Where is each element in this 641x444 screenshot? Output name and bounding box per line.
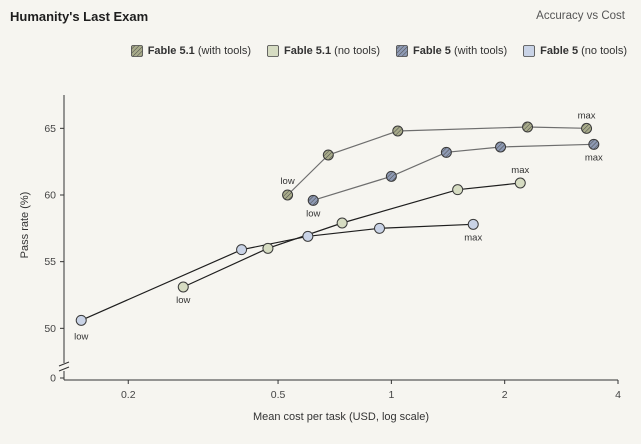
legend-swatch-icon	[267, 45, 279, 57]
point-label: low	[176, 295, 190, 306]
legend-item-fable-5-with-tools: Fable 5 (with tools)	[396, 45, 507, 57]
x-axis-title: Mean cost per task (USD, log scale)	[253, 411, 429, 423]
data-point	[282, 189, 294, 201]
data-point	[75, 314, 87, 326]
y-axis-title: Pass rate (%)	[19, 192, 31, 259]
data-point	[302, 230, 314, 242]
y-tick-label: 50	[44, 323, 56, 335]
legend-swatch-icon	[523, 45, 536, 57]
y-tick-label: 60	[44, 190, 56, 202]
legend-name: Fable 5	[540, 45, 579, 57]
data-point	[385, 170, 397, 182]
x-tick-label: 0.2	[121, 389, 136, 401]
legend-suffix: (no tools)	[334, 45, 381, 57]
legend-item-fable-5-1-no-tools: Fable 5.1 (no tools)	[267, 45, 380, 57]
legend-swatch-icon	[396, 45, 408, 57]
series-line-0	[287, 126, 587, 196]
data-point	[452, 184, 464, 196]
data-point	[336, 217, 348, 229]
chart-title: Humanity's Last Exam	[10, 9, 149, 24]
point-label: max	[511, 165, 529, 176]
legend-suffix: (with tools)	[197, 45, 252, 57]
point-label: low	[280, 176, 294, 187]
x-tick-label: 2	[502, 389, 508, 401]
data-point	[522, 121, 534, 133]
legend-name: Fable 5.1	[284, 45, 332, 57]
data-point	[514, 177, 526, 189]
series-line-3	[80, 223, 474, 321]
data-point	[374, 222, 386, 234]
legend-item-fable-5-no-tools: Fable 5 (no tools)	[523, 45, 627, 57]
data-point	[262, 242, 274, 254]
point-label: max	[585, 152, 603, 163]
point-label: low	[74, 331, 88, 342]
x-tick-label: 1	[388, 389, 394, 401]
axis-break-icon	[58, 361, 70, 372]
x-tick-label: 0.5	[271, 389, 286, 401]
chart-subtitle: Accuracy vs Cost	[536, 10, 625, 22]
data-point	[581, 122, 593, 134]
data-point	[392, 125, 404, 137]
data-point	[307, 194, 319, 206]
point-label: max	[464, 232, 482, 243]
legend-name: Fable 5	[413, 45, 451, 57]
data-point	[236, 244, 248, 256]
y-tick-label: 55	[44, 256, 56, 268]
data-point	[440, 146, 452, 158]
legend-item-fable-5-1-with-tools: Fable 5.1 (with tools)	[130, 45, 252, 57]
legend: Fable 5.1 (with tools) Fable 5.1 (no too…	[0, 45, 627, 57]
y-tick-label: 65	[44, 123, 56, 135]
point-label: low	[306, 208, 320, 219]
data-point	[467, 218, 479, 230]
point-label: max	[578, 110, 596, 121]
legend-swatch-icon	[130, 45, 143, 57]
data-point	[588, 138, 600, 150]
y-tick-label: 0	[50, 373, 56, 385]
legend-name: Fable 5.1	[147, 45, 195, 57]
x-tick-label: 4	[615, 389, 621, 401]
data-point	[177, 281, 189, 293]
data-point	[322, 149, 334, 161]
legend-suffix: (with tools)	[453, 45, 508, 57]
legend-suffix: (no tools)	[581, 45, 627, 57]
data-point	[495, 141, 507, 153]
